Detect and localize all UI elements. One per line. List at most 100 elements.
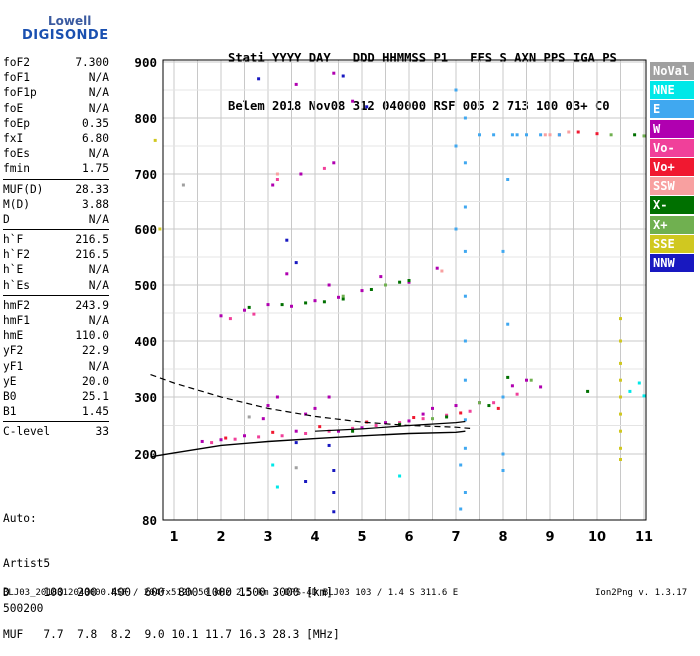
param-name: h`Es: [3, 278, 30, 292]
data-point-vo: [595, 132, 599, 136]
legend-item-x: X-: [650, 196, 694, 215]
param-name: hmF2: [3, 298, 30, 312]
param-separator: [3, 294, 109, 296]
data-point-w: [360, 289, 364, 293]
param-row: B0 25.1: [3, 389, 109, 404]
data-point-e: [463, 249, 467, 253]
data-point-w: [266, 303, 270, 307]
x-tick-label: 7: [451, 530, 460, 545]
param-row: fmin 1.75: [3, 161, 109, 176]
param-value: N/A: [88, 359, 109, 373]
plot-frame: [162, 59, 647, 521]
data-point-e: [463, 339, 467, 343]
data-point-vo: [515, 392, 519, 396]
footer-file-line: BLJ03_2018312040000.RSF / 204fx512h 50 k…: [3, 588, 459, 598]
data-point-x: [506, 375, 510, 379]
data-point-nnw: [332, 469, 336, 472]
y-tick-label: 500: [134, 278, 157, 293]
param-row: foE N/A: [3, 101, 109, 116]
data-point-vo: [496, 406, 500, 410]
data-point-vo: [257, 435, 261, 439]
param-row: foEp 0.35: [3, 116, 109, 131]
data-point-e: [463, 294, 467, 298]
legend-item-vo: Vo+: [650, 158, 694, 176]
x-tick-label: 6: [404, 530, 413, 545]
x-tick-label: 1: [169, 530, 178, 545]
y-tick-label: 900: [134, 55, 157, 70]
param-separator: [3, 178, 109, 180]
data-point-x: [351, 429, 355, 433]
param-value: 6.80: [82, 131, 109, 145]
logo-line1: Lowell: [48, 14, 92, 28]
data-point-e: [492, 133, 496, 137]
data-point-noval: [294, 466, 298, 470]
chart-curves: [150, 374, 471, 458]
legend-item-nnw: NNW: [650, 254, 694, 272]
data-point-x: [384, 283, 387, 287]
data-point-x: [407, 279, 411, 283]
profile-curve-dashed: [150, 374, 471, 429]
data-point-e: [557, 133, 561, 137]
data-point-vo: [233, 437, 237, 441]
data-point-vo: [421, 417, 425, 421]
logo-line2: DIGISONDE: [22, 28, 109, 43]
data-point-w: [219, 438, 223, 442]
data-point-e: [463, 491, 467, 494]
data-point-w: [261, 417, 265, 421]
data-point-w: [539, 385, 543, 389]
data-point-nnw: [365, 105, 369, 109]
x-tick-label: 5: [357, 530, 366, 545]
data-point-nnw: [332, 510, 336, 514]
footer-table: D 100 200 400 600 800 1000 1500 3000 [km…: [3, 558, 340, 656]
param-value: 33: [95, 425, 109, 439]
data-point-nnw: [341, 74, 345, 78]
data-point-w: [243, 434, 246, 438]
data-point-e: [463, 205, 467, 209]
data-point-vo: [252, 312, 256, 316]
data-point-x: [431, 417, 434, 421]
footer-muf-line: MUF 7.7 7.8 8.2 9.0 10.1 11.7 16.3 28.3 …: [3, 628, 340, 641]
data-point-w: [271, 183, 275, 187]
data-point-w: [294, 82, 298, 86]
x-tick-label: 11: [635, 530, 653, 545]
auto-line1: Auto:: [3, 512, 37, 525]
y-tick-label: 800: [134, 111, 157, 126]
param-value: N/A: [88, 86, 109, 100]
data-point-w: [407, 419, 411, 423]
x-tick-label: 3: [263, 530, 272, 545]
data-point-e: [463, 418, 467, 422]
data-point-nnw: [332, 491, 336, 494]
data-point-w: [407, 280, 411, 284]
param-name: C-level: [3, 425, 51, 439]
param-value: 216.5: [75, 248, 109, 262]
param-name: B1: [3, 405, 17, 419]
param-row: h`E N/A: [3, 262, 109, 277]
param-value: N/A: [88, 314, 109, 327]
data-point-ssw: [440, 269, 444, 273]
y-tick-label: 80: [142, 513, 157, 528]
data-point-vo: [327, 429, 331, 433]
data-point-nnw: [285, 238, 289, 242]
param-name: D: [3, 212, 10, 226]
data-point-x: [369, 287, 373, 291]
data-point-e: [506, 178, 510, 181]
param-row: foF1 N/A: [3, 70, 109, 85]
data-point-vo: [318, 425, 322, 429]
data-point-sse: [158, 227, 162, 231]
data-point-w: [313, 406, 317, 410]
param-row: hmF2 243.9: [3, 298, 109, 313]
param-name: h`E: [3, 263, 24, 277]
param-name: yF2: [3, 344, 24, 358]
data-point-vo: [322, 166, 326, 170]
param-row: h`F 216.5: [3, 232, 109, 247]
data-point-x: [280, 303, 284, 307]
data-point-e: [463, 161, 467, 165]
param-row: hmF1 N/A: [3, 313, 109, 328]
data-point-w: [421, 412, 425, 416]
data-point-vo: [275, 178, 279, 181]
data-point-e: [454, 144, 458, 148]
param-value: N/A: [88, 71, 109, 85]
data-point-w: [454, 404, 458, 408]
param-value: 1.75: [82, 162, 109, 176]
data-point-x: [304, 301, 308, 305]
